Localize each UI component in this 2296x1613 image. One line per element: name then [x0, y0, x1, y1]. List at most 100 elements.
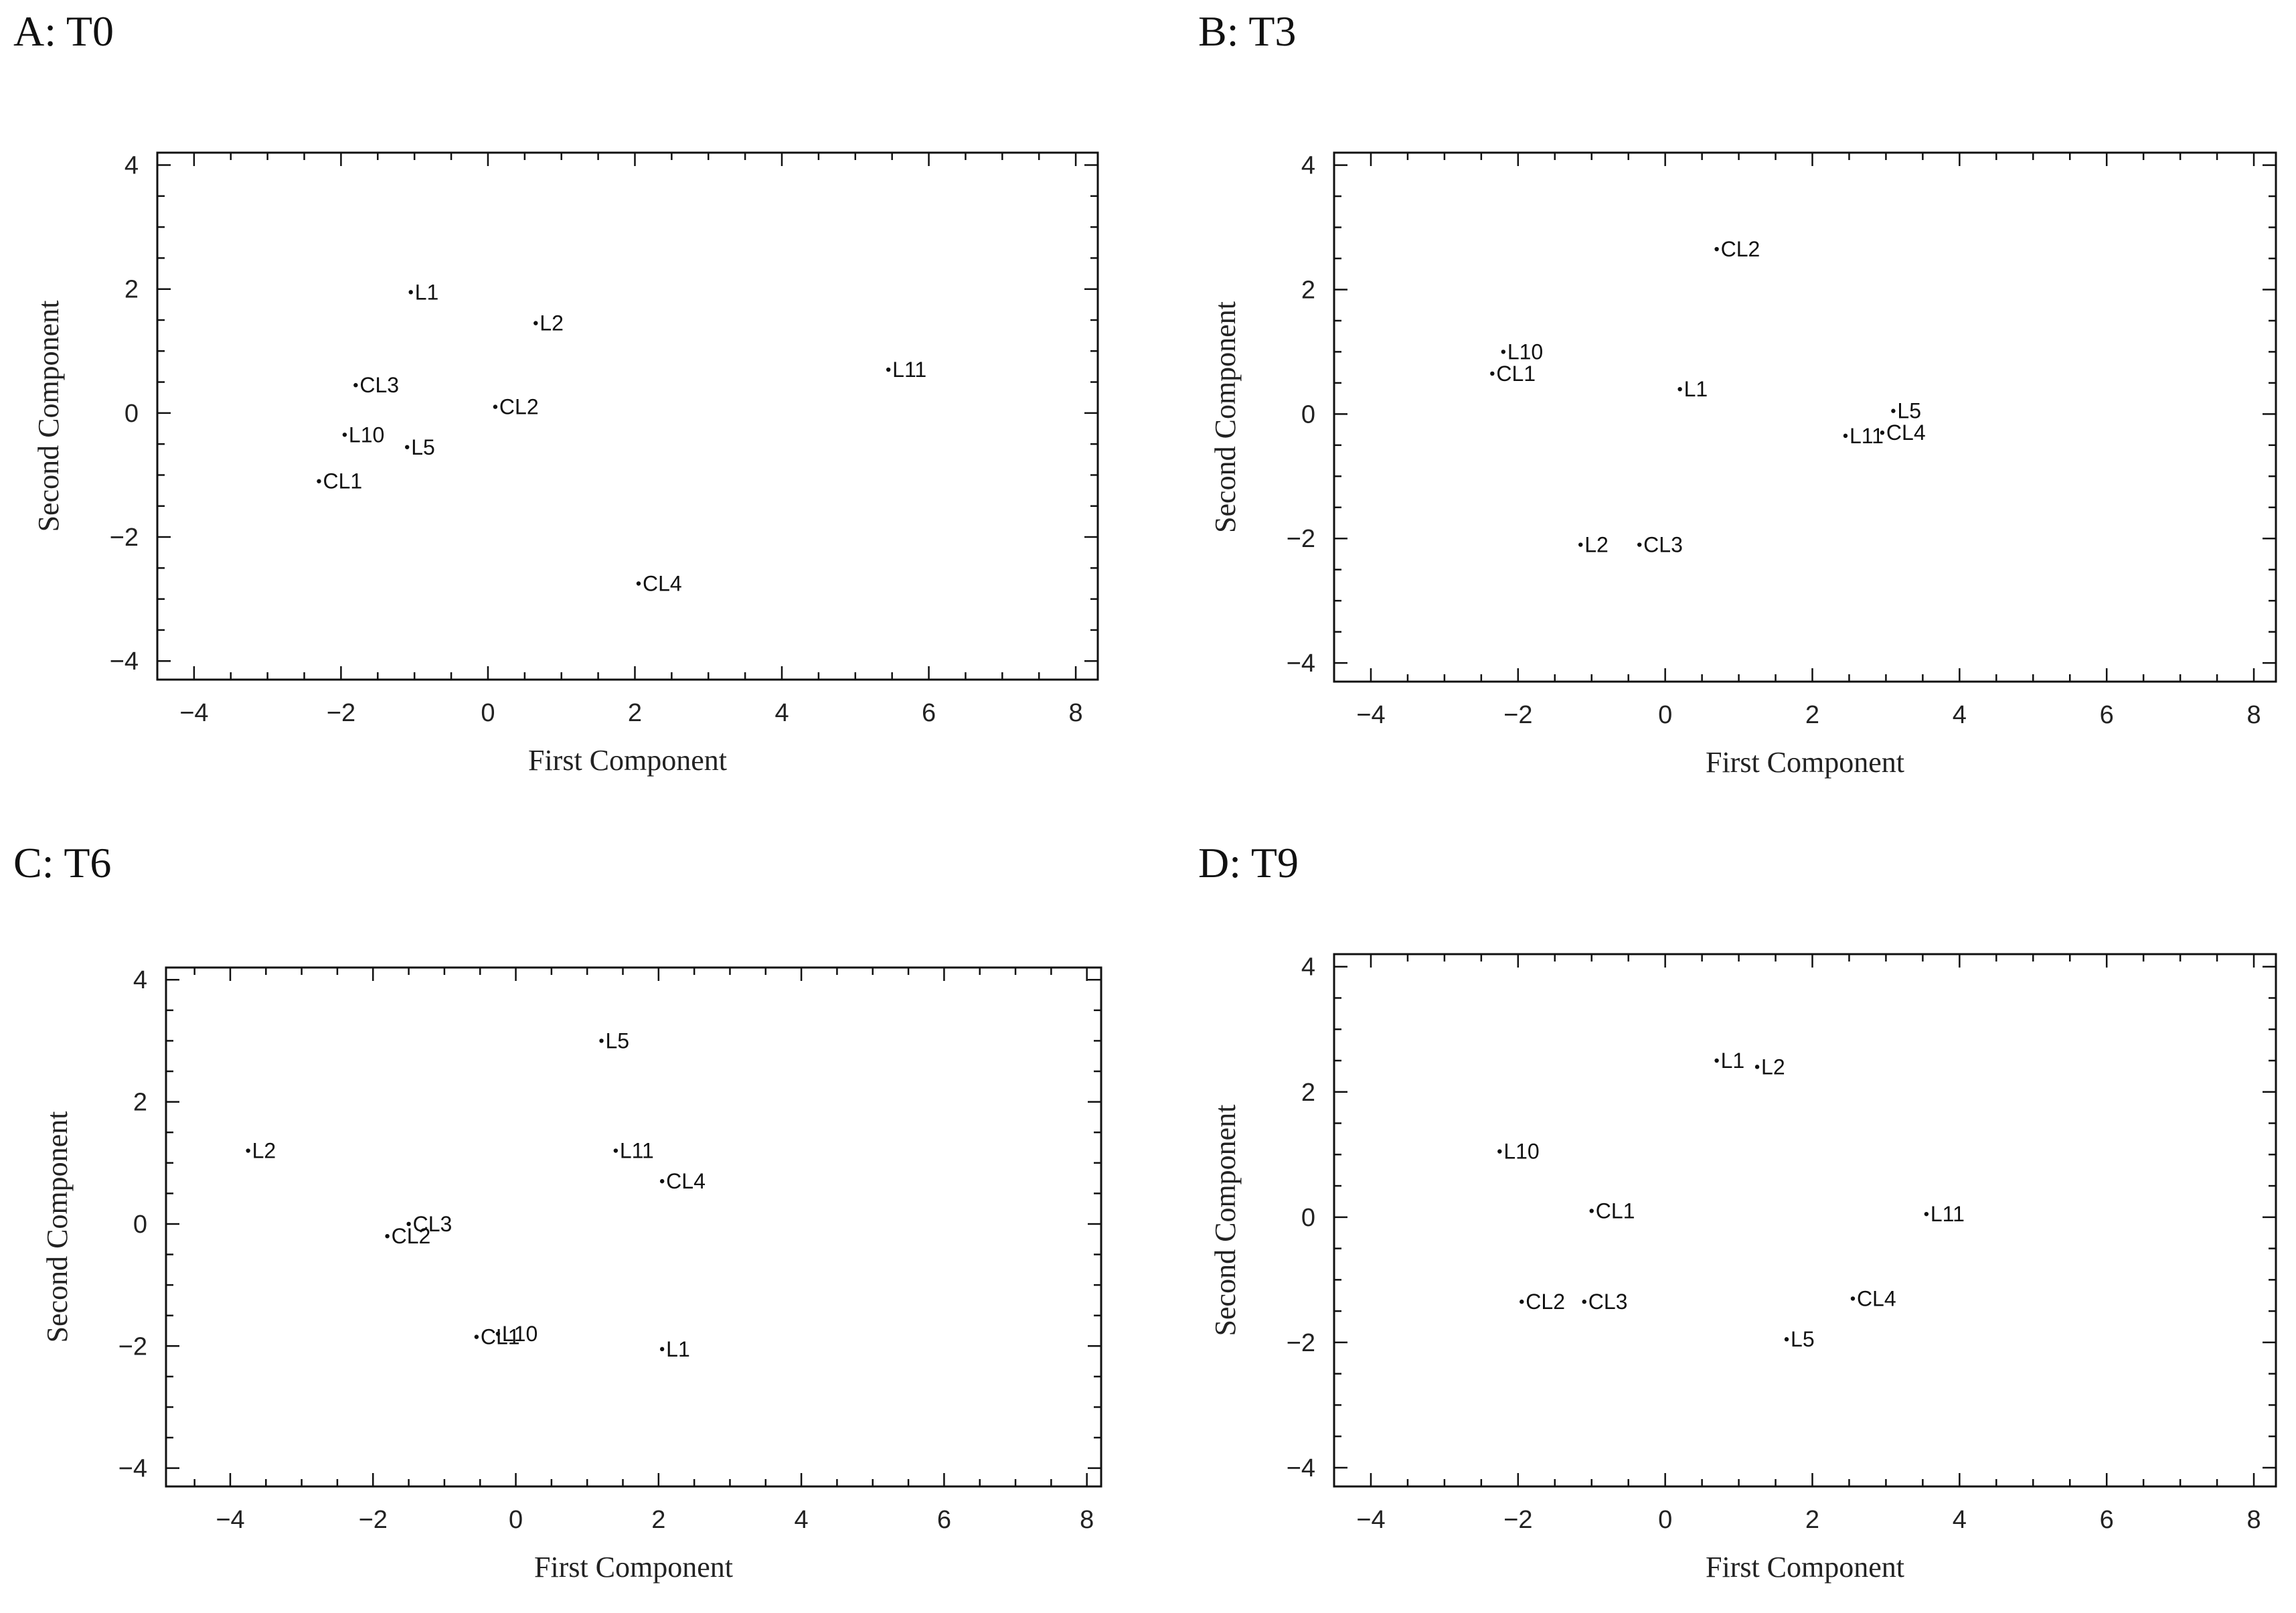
x-tick-label: 2 — [1805, 701, 1819, 729]
x-tick-label: 2 — [628, 699, 642, 727]
point-l2 — [534, 321, 538, 325]
point-l1 — [1714, 1058, 1719, 1063]
point-label: L2 — [540, 311, 564, 335]
point-label: L2 — [1761, 1055, 1785, 1079]
point-label: CL2 — [392, 1224, 431, 1248]
point-cl1 — [474, 1334, 479, 1339]
panel-title: A: T0 — [13, 7, 114, 55]
point-label: L11 — [620, 1139, 654, 1163]
point-label: CL1 — [1496, 362, 1536, 386]
y-axis-title: Second Component — [1209, 1105, 1242, 1336]
point-cl1 — [1490, 371, 1495, 376]
y-tick-label: −4 — [1287, 1454, 1315, 1482]
plot-frame — [156, 151, 1099, 681]
x-tick-label: 0 — [1658, 1506, 1672, 1534]
x-tick-label: 4 — [1953, 1506, 1967, 1534]
x-tick-label: 0 — [509, 1506, 523, 1534]
x-axis-title: First Component — [528, 744, 727, 777]
x-tick-label: 6 — [2100, 1506, 2114, 1534]
y-tick-label: 4 — [1301, 152, 1315, 180]
y-tick-label: 4 — [1301, 953, 1315, 982]
plot-frame — [1333, 151, 2277, 683]
x-tick-label: 8 — [2246, 701, 2261, 729]
point-cl4 — [1850, 1296, 1856, 1301]
point-l2 — [1578, 542, 1583, 547]
point-l10 — [495, 1331, 501, 1336]
point-l11 — [1843, 433, 1848, 439]
point-label: CL4 — [666, 1169, 706, 1193]
y-tick-label: 2 — [133, 1089, 147, 1117]
x-tick-label: −2 — [1503, 1506, 1532, 1534]
x-tick-label: −4 — [1356, 701, 1385, 729]
x-axis-title: First Component — [1706, 746, 1904, 779]
point-l10 — [342, 433, 347, 437]
y-axis-title: Second Component — [41, 1111, 74, 1343]
point-label: L10 — [349, 423, 384, 447]
point-label: L5 — [1791, 1327, 1815, 1351]
point-label: L1 — [1684, 377, 1708, 401]
x-tick-label: −2 — [327, 699, 355, 727]
y-tick-label: 2 — [1301, 1079, 1315, 1107]
point-label: CL3 — [1588, 1290, 1628, 1314]
point-label: L11 — [1850, 424, 1884, 448]
x-tick-label: 6 — [2100, 701, 2114, 729]
point-l5 — [599, 1039, 604, 1043]
point-label: L2 — [252, 1139, 276, 1163]
point-cl2 — [493, 404, 498, 409]
x-tick-label: −4 — [1356, 1506, 1385, 1534]
point-label: L2 — [1584, 533, 1609, 557]
plot-frame — [165, 966, 1102, 1488]
point-label: CL1 — [323, 469, 362, 493]
point-cl1 — [1589, 1209, 1594, 1213]
x-tick-label: −4 — [179, 699, 208, 727]
y-tick-label: −4 — [110, 647, 139, 676]
y-axis-title: Second Component — [32, 301, 65, 532]
y-tick-label: 2 — [125, 276, 139, 304]
point-cl1 — [317, 479, 321, 483]
point-l11 — [886, 367, 891, 372]
point-l11 — [613, 1148, 619, 1153]
point-label: L10 — [502, 1322, 538, 1346]
y-tick-label: 0 — [125, 400, 139, 428]
x-tick-label: 4 — [795, 1506, 809, 1534]
point-l5 — [1784, 1337, 1789, 1342]
point-label: CL4 — [643, 571, 682, 595]
point-label: CL3 — [1643, 533, 1683, 557]
x-tick-label: 6 — [937, 1506, 951, 1534]
point-label: CL3 — [413, 1212, 453, 1236]
y-tick-label: 0 — [1301, 400, 1315, 429]
x-axis-title: First Component — [534, 1551, 733, 1584]
x-tick-label: 4 — [774, 699, 789, 727]
point-label: L1 — [666, 1337, 690, 1361]
point-cl3 — [1582, 1299, 1586, 1304]
x-tick-label: −2 — [1503, 701, 1532, 729]
y-tick-label: 4 — [125, 152, 139, 180]
point-cl4 — [1880, 431, 1885, 435]
x-tick-label: 8 — [1080, 1506, 1094, 1534]
point-label: CL4 — [1886, 420, 1926, 445]
panel-title: C: T6 — [13, 839, 112, 887]
x-tick-label: 8 — [1069, 699, 1083, 727]
y-tick-label: −2 — [118, 1332, 147, 1361]
plot-frame — [1333, 953, 2277, 1488]
panel-title: B: T3 — [1198, 7, 1297, 55]
x-tick-label: −4 — [216, 1506, 244, 1534]
point-label: CL2 — [1721, 237, 1760, 261]
y-axis-title: Second Component — [1209, 301, 1242, 533]
y-tick-label: 0 — [1301, 1204, 1315, 1232]
point-l10 — [1497, 1149, 1502, 1154]
y-tick-label: −2 — [1287, 1329, 1315, 1357]
point-label: L1 — [415, 280, 439, 304]
y-tick-label: 0 — [133, 1211, 147, 1239]
point-label: L10 — [1503, 1140, 1539, 1164]
point-l10 — [1501, 350, 1506, 354]
y-tick-label: −4 — [1287, 649, 1315, 678]
point-cl4 — [636, 581, 641, 586]
point-label: L5 — [411, 435, 435, 459]
x-tick-label: 2 — [651, 1506, 665, 1534]
point-label: CL3 — [359, 373, 399, 397]
point-label: CL4 — [1857, 1286, 1896, 1310]
y-tick-label: −4 — [118, 1455, 147, 1483]
